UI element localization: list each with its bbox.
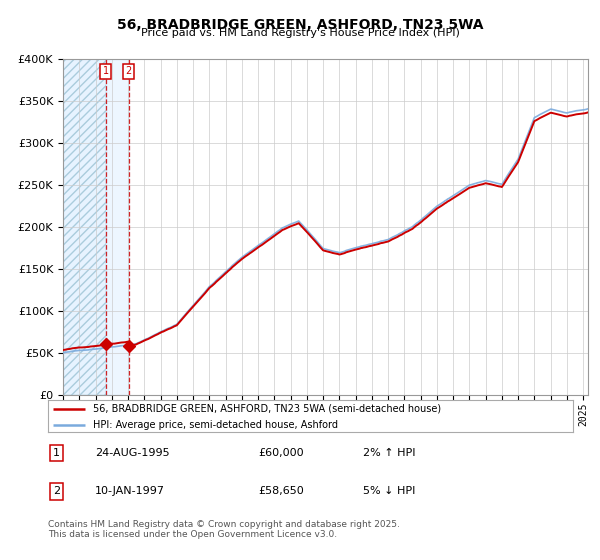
Text: 1: 1 [103, 67, 109, 76]
Bar [63, 59, 106, 395]
Text: £60,000: £60,000 [258, 448, 304, 458]
Text: 2: 2 [125, 67, 131, 76]
Text: 10-JAN-1997: 10-JAN-1997 [95, 487, 165, 496]
Text: 56, BRADBRIDGE GREEN, ASHFORD, TN23 5WA (semi-detached house): 56, BRADBRIDGE GREEN, ASHFORD, TN23 5WA … [92, 404, 441, 414]
Bar [106, 59, 128, 395]
Text: £58,650: £58,650 [258, 487, 304, 496]
Text: 2% ↑ HPI: 2% ↑ HPI [363, 448, 415, 458]
Text: 2: 2 [53, 487, 61, 496]
Text: 56, BRADBRIDGE GREEN, ASHFORD, TN23 5WA: 56, BRADBRIDGE GREEN, ASHFORD, TN23 5WA [117, 18, 483, 32]
Text: 5% ↓ HPI: 5% ↓ HPI [363, 487, 415, 496]
Text: 1: 1 [53, 448, 60, 458]
Text: 24-AUG-1995: 24-AUG-1995 [95, 448, 170, 458]
Text: Contains HM Land Registry data © Crown copyright and database right 2025.
This d: Contains HM Land Registry data © Crown c… [48, 520, 400, 539]
Text: HPI: Average price, semi-detached house, Ashford: HPI: Average price, semi-detached house,… [92, 419, 338, 430]
Bar [63, 59, 106, 395]
Text: Price paid vs. HM Land Registry's House Price Index (HPI): Price paid vs. HM Land Registry's House … [140, 28, 460, 38]
